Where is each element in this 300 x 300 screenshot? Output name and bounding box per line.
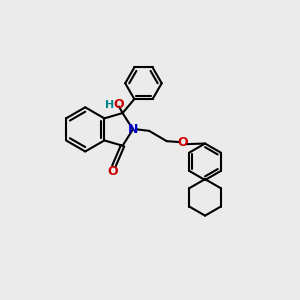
Text: O: O [178, 136, 188, 149]
Text: N: N [128, 123, 139, 136]
Text: O: O [114, 98, 124, 111]
Text: H: H [105, 100, 114, 110]
Text: O: O [107, 165, 118, 178]
